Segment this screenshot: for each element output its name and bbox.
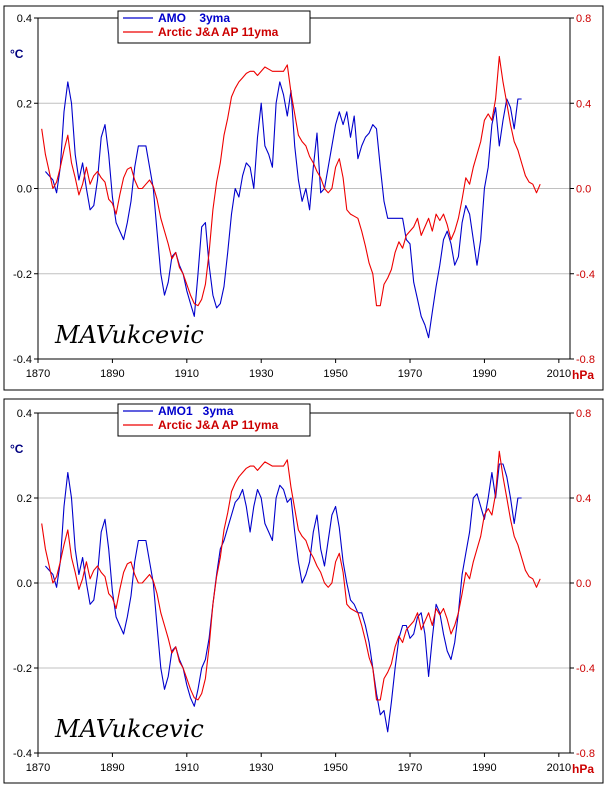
y-right-tick-label: -0.8 [576,354,595,366]
y-right-tick-label: 0.8 [576,13,591,25]
y-left-tick-label: 0.2 [17,98,32,110]
x-tick-label: 1870 [26,368,50,380]
y-left-tick-label: 0.4 [17,13,32,25]
x-tick-label: 1890 [100,762,124,774]
y-left-unit: °C [10,442,24,456]
series-line-arctic-ap [41,450,541,701]
y-left-tick-label: 0.4 [17,408,32,420]
y-right-tick-label: 0.0 [576,578,591,590]
y-right-unit: hPa [572,368,594,382]
x-tick-label: 1950 [323,368,347,380]
panel-frame [3,398,604,784]
x-tick-label: 2010 [547,762,571,774]
x-tick-label: 1970 [398,762,422,774]
y-left-tick-label: -0.2 [13,269,32,281]
y-right-tick-label: 0.4 [576,493,591,505]
legend-box [117,10,311,44]
x-tick-label: 1990 [472,762,496,774]
x-tick-label: 1890 [100,368,124,380]
x-tick-label: 1990 [472,368,496,380]
y-left-tick-label: -0.2 [13,663,32,675]
y-left-tick-label: 0.0 [17,578,32,590]
y-right-tick-label: 0.0 [576,184,591,196]
chart-panel-2: 0.4 0.2 0.0 -0.2 -0.4 0.8 0.4 0.0 -0.4 -0.8 1870 18… [3,398,604,784]
legend-label: Arctic J&A AP 11yma [158,418,279,432]
y-right-tick-label: -0.8 [576,748,595,760]
legend-label: AMO1 3yma [158,404,234,418]
x-tick-label: 1930 [249,368,273,380]
x-tick-label: 1970 [398,368,422,380]
y-right-tick-label: -0.4 [576,663,595,675]
series-line-amo [44,81,522,339]
y-right-tick-label: 0.4 [576,98,591,110]
legend-box [117,403,311,437]
x-tick-label: 1910 [175,762,199,774]
chart-panel-1: 0.4 0.2 0.0 -0.2 -0.4 0.8 0.4 0.0 -0.4 -0.8 1870 18… [3,5,604,391]
legend-label: AMO 3yma [158,11,230,25]
y-left-unit: °C [10,47,24,61]
signature: MAVukcevic [54,321,204,349]
x-tick-label: 2010 [547,368,571,380]
y-left-tick-label: -0.4 [13,354,32,366]
y-left-tick-label: 0.0 [17,184,32,196]
x-tick-label: 1870 [26,762,50,774]
y-right-tick-label: -0.4 [576,269,595,281]
series-line-amo [44,463,522,733]
x-tick-label: 1910 [175,368,199,380]
y-right-unit: hPa [572,762,594,776]
series-line-arctic-ap [41,55,541,307]
x-tick-label: 1930 [249,762,273,774]
y-left-tick-label: -0.4 [13,748,32,760]
legend-label: Arctic J&A AP 11yma [158,25,279,39]
y-right-tick-label: 0.8 [576,408,591,420]
x-tick-label: 1950 [323,762,347,774]
y-left-tick-label: 0.2 [17,493,32,505]
signature: MAVukcevic [54,715,204,743]
